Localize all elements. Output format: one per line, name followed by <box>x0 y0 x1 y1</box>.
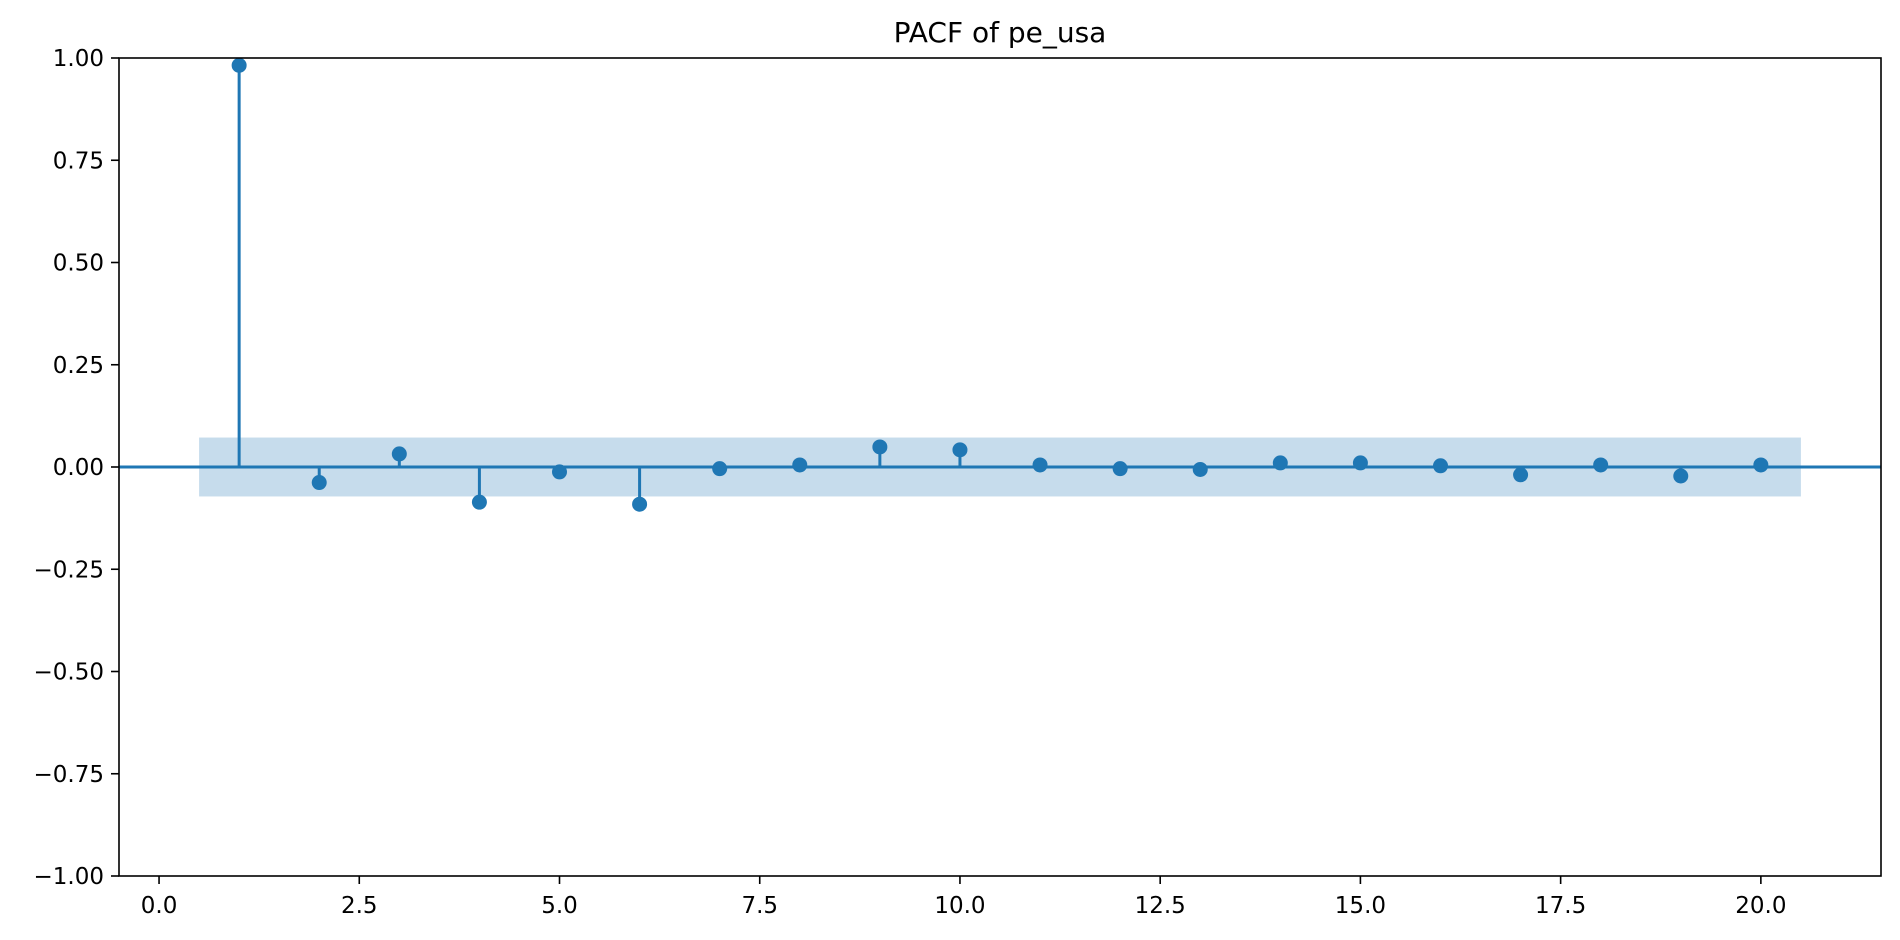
stem-marker-lag-18 <box>1593 457 1609 473</box>
y-tick-label: 0.25 <box>53 353 104 379</box>
stem-marker-lag-2 <box>311 475 327 491</box>
y-tick-label: −1.00 <box>34 864 104 890</box>
stem-layer <box>231 57 1769 512</box>
stem-marker-lag-13 <box>1192 461 1208 477</box>
y-axis-ticks: −1.00 −0.75 −0.50 −0.25 0.00 0.25 0.50 0.75 1.00 <box>34 46 119 890</box>
stem-marker-lag-10 <box>952 442 968 458</box>
stem-marker-lag-16 <box>1433 458 1448 474</box>
x-tick-label: 5.0 <box>541 893 578 919</box>
x-axis-ticks: 0.0 2.5 5.0 7.5 10.0 12.5 15.0 17.5 20.0 <box>141 876 1786 919</box>
x-tick-label: 0.0 <box>141 893 178 919</box>
x-tick-label: 17.5 <box>1535 893 1586 919</box>
stem-marker-lag-6 <box>632 496 648 512</box>
stem-marker-lag-3 <box>391 446 407 462</box>
y-tick-label: 0.50 <box>53 251 104 277</box>
y-tick-label: −0.75 <box>34 762 104 788</box>
y-tick-label: −0.25 <box>34 557 104 583</box>
stem-marker-lag-14 <box>1272 455 1288 471</box>
stem-marker-lag-9 <box>872 439 888 455</box>
y-tick-label: −0.50 <box>34 660 104 686</box>
stem-marker-lag-12 <box>1112 461 1128 477</box>
y-tick-label: 0.00 <box>53 455 104 481</box>
y-tick-label: 1.00 <box>53 46 104 72</box>
stem-marker-lag-5 <box>552 464 567 480</box>
stem-marker-lag-8 <box>792 457 808 473</box>
stem-marker-lag-17 <box>1513 467 1529 483</box>
stem-marker-lag-15 <box>1352 455 1368 471</box>
stem-marker-lag-4 <box>471 494 487 510</box>
x-tick-label: 10.0 <box>934 893 985 919</box>
stem-marker-lag-1 <box>231 57 247 73</box>
stem-marker-lag-19 <box>1673 468 1689 484</box>
stem-marker-lag-11 <box>1032 457 1048 473</box>
x-tick-label: 20.0 <box>1735 893 1786 919</box>
chart-title: PACF of pe_usa <box>894 16 1107 49</box>
x-tick-label: 7.5 <box>741 893 778 919</box>
y-tick-label: 0.75 <box>53 148 104 174</box>
x-tick-label: 2.5 <box>341 893 378 919</box>
x-tick-label: 15.0 <box>1335 893 1386 919</box>
stem-marker-lag-20 <box>1753 457 1769 473</box>
stem-marker-lag-7 <box>712 461 728 477</box>
x-tick-label: 12.5 <box>1135 893 1186 919</box>
